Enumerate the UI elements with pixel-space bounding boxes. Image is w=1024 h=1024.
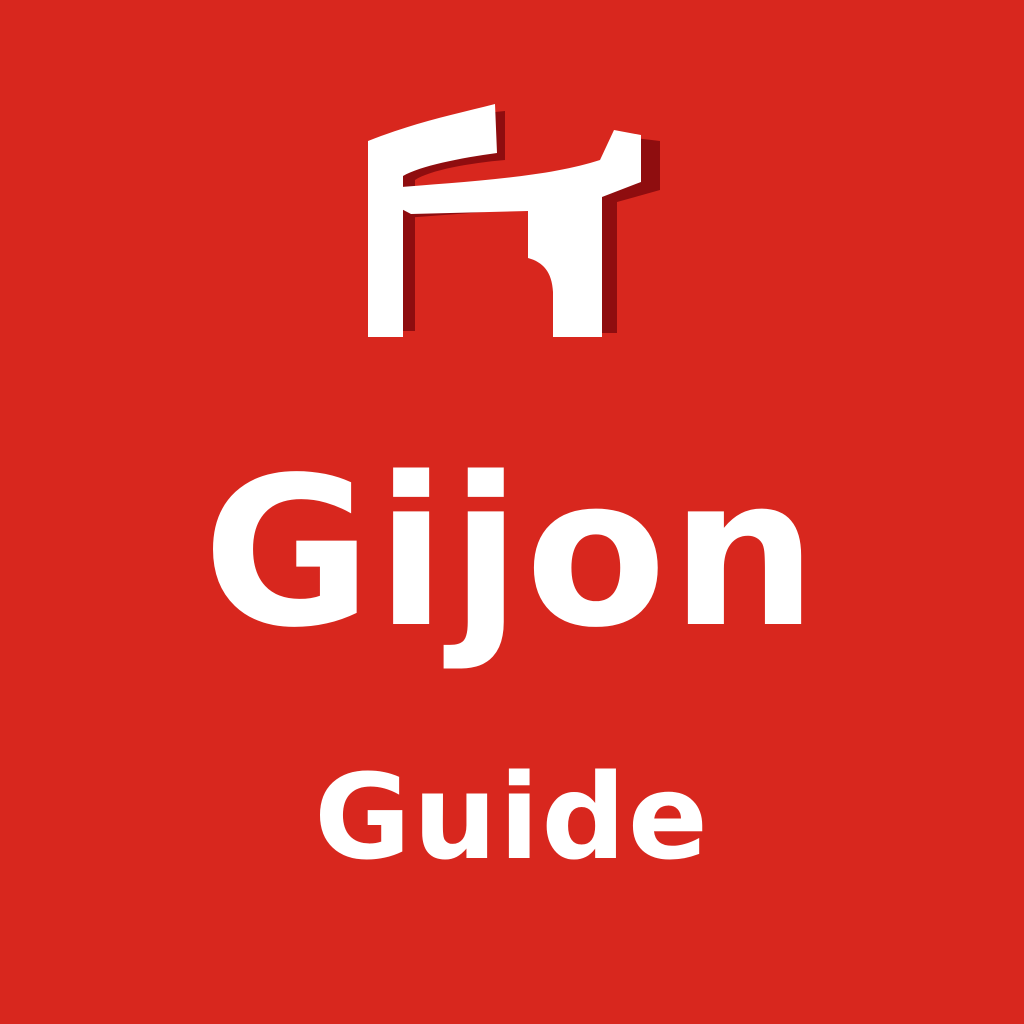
app-subtitle: Guide — [314, 748, 710, 886]
arch-logo-face — [368, 104, 641, 337]
app-title: Gijon — [202, 433, 822, 673]
